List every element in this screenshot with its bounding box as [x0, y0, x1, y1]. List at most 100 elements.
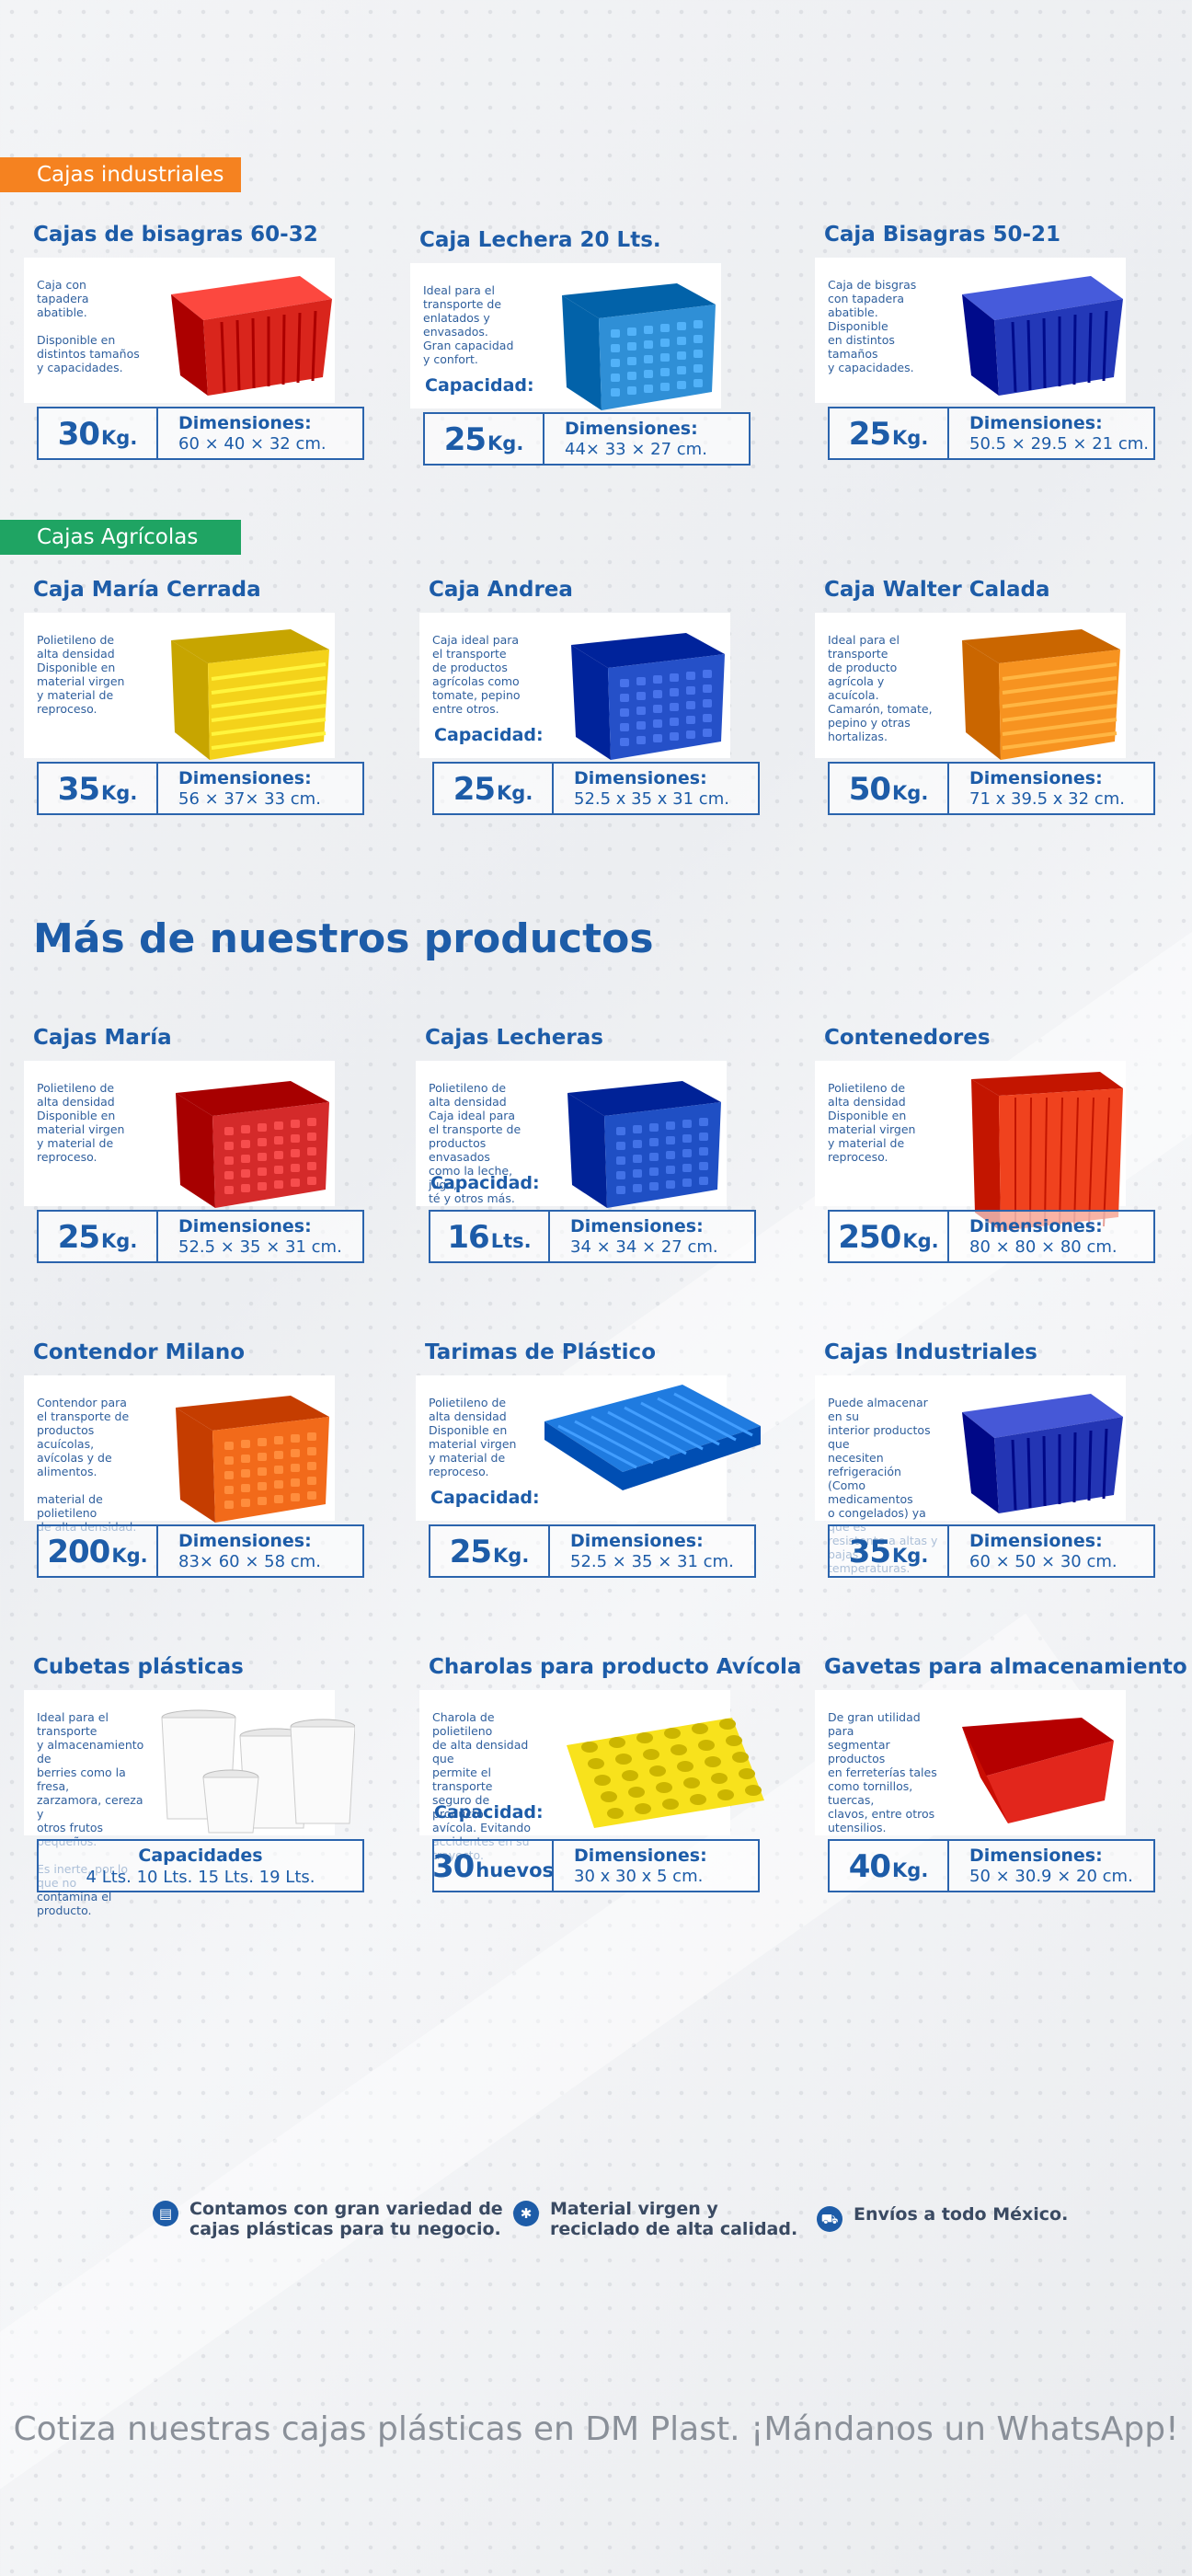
capacity-unit: Kg.: [892, 427, 929, 449]
product-description: Contendor para el transporte de producto…: [37, 1396, 136, 1534]
product-title[interactable]: Contenedores: [824, 1026, 991, 1050]
product-image: [153, 613, 337, 769]
feature-text: Envíos a todo México.: [854, 2204, 1069, 2225]
dimensions-value: 80 × 80 × 80 cm.: [969, 1237, 1118, 1257]
product-image: [153, 1061, 337, 1217]
product-panel: De gran utilidad para segmentar producto…: [815, 1690, 1126, 1835]
product-panel: Puede almacenar en su interior productos…: [815, 1375, 1126, 1575]
product-image: [944, 1061, 1128, 1231]
product-card[interactable]: Cajas Industriales Puede almacenar en su…: [815, 1340, 1183, 1630]
product-card[interactable]: Cubetas plásticas Ideal para el transpor…: [24, 1655, 392, 1945]
product-title[interactable]: Caja María Cerrada: [33, 578, 261, 602]
dimensions-label: Dimensiones:: [565, 419, 698, 439]
feature-material: ✱ Material virgen y reciclado de alta ca…: [513, 2199, 797, 2239]
product-title[interactable]: Cajas Industriales: [824, 1340, 1037, 1364]
product-description: Caja de bisgras con tapadera abatible. D…: [828, 278, 917, 374]
product-title[interactable]: Contendor Milano: [33, 1340, 245, 1364]
product-title[interactable]: Caja Andrea: [429, 578, 573, 602]
product-title[interactable]: Cajas de bisagras 60-32: [33, 223, 318, 247]
dimensions-label: Dimensiones:: [574, 1846, 707, 1866]
product-title[interactable]: Caja Lechera 20 Lts.: [419, 228, 661, 252]
dimensions-value: 50.5 × 29.5 × 21 cm.: [969, 434, 1149, 454]
dimensions-label: Dimensiones:: [178, 1216, 312, 1236]
product-panel: Ideal para el transporte y almacenamient…: [24, 1690, 356, 1917]
product-title[interactable]: Caja Walter Calada: [824, 578, 1050, 602]
product-panel: Polietileno de alta densidad Disponible …: [24, 613, 335, 760]
capacity-label: Capacidad:: [434, 1802, 544, 1823]
spec-box: 35 Kg. Dimensiones: 60 × 50 × 30 cm.: [828, 1524, 1155, 1578]
capacity-unit: Kg.: [892, 1545, 929, 1567]
dimensions: Dimensiones: 71 x 39.5 x 32 cm.: [949, 764, 1125, 813]
dimensions-value: 30 x 30 x 5 cm.: [574, 1867, 704, 1886]
spec-box: 30 huevos Dimensiones: 30 x 30 x 5 cm.: [432, 1839, 760, 1892]
product-card[interactable]: Contenedores Polietileno de alta densida…: [815, 1026, 1183, 1316]
product-description: Ideal para el transporte de producto agr…: [828, 633, 933, 743]
product-card[interactable]: Caja Walter Calada Ideal para el transpo…: [815, 578, 1183, 868]
product-title[interactable]: Gavetas para almacenamiento: [824, 1655, 1187, 1679]
feature-text: Contamos con gran variedad de cajas plás…: [189, 2199, 503, 2239]
product-title[interactable]: Cubetas plásticas: [33, 1655, 244, 1679]
section-tag-agricultural: Cajas Agrícolas: [0, 520, 241, 555]
dimensions-label: Dimensiones:: [969, 413, 1103, 433]
product-description: Polietileno de alta densidad Disponible …: [828, 1081, 916, 1164]
spec-box: 250 Kg. Dimensiones: 80 × 80 × 80 cm.: [828, 1210, 1155, 1263]
product-image: [153, 1375, 337, 1532]
dimensions-label: Dimensiones:: [969, 1531, 1103, 1551]
product-image: [944, 258, 1128, 414]
cta-whatsapp[interactable]: Cotiza nuestras cajas plásticas en DM Pl…: [13, 2410, 1179, 2448]
spec-box: 30 Kg. Dimensiones: 60 × 40 × 32 cm.: [37, 407, 364, 460]
dimensions-label: Dimensiones:: [178, 413, 312, 433]
section-tag-industrial: Cajas industriales: [0, 157, 241, 192]
spec-box: 200 Kg. Dimensiones: 83× 60 × 58 cm.: [37, 1524, 364, 1578]
capacity-number: 25: [453, 771, 496, 808]
product-card[interactable]: Cajas Lecheras Polietileno de alta densi…: [416, 1026, 784, 1316]
product-title[interactable]: Cajas Lecheras: [425, 1026, 603, 1050]
product-title[interactable]: Caja Bisagras 50-21: [824, 223, 1061, 247]
capacity-number: 30: [431, 1848, 475, 1885]
spec-box: 50 Kg. Dimensiones: 71 x 39.5 x 32 cm.: [828, 762, 1155, 815]
product-title[interactable]: Cajas María: [33, 1026, 172, 1050]
product-title[interactable]: Tarimas de Plástico: [425, 1340, 656, 1364]
product-image: [153, 1690, 356, 1846]
product-card[interactable]: Caja María Cerrada Polietileno de alta d…: [24, 578, 392, 868]
dimensions: Dimensiones: 60 × 50 × 30 cm.: [949, 1526, 1118, 1576]
spec-box: 25 Kg. Dimensiones: 52.5 × 35 × 31 cm.: [429, 1524, 756, 1578]
product-card[interactable]: Tarimas de Plástico Polietileno de alta …: [416, 1340, 784, 1630]
capacity-number: 200: [47, 1534, 110, 1570]
product-card[interactable]: Gavetas para almacenamiento De gran util…: [815, 1655, 1187, 1945]
product-title[interactable]: Charolas para producto Avícola: [429, 1655, 802, 1679]
feature-text: Material virgen y reciclado de alta cali…: [550, 2199, 798, 2239]
product-card[interactable]: Caja Bisagras 50-21 Caja de bisgras con …: [815, 223, 1183, 512]
dimensions: Dimensiones: 52.5 × 35 × 31 cm.: [550, 1526, 734, 1576]
product-card[interactable]: Charolas para producto Avícola Charola d…: [419, 1655, 801, 1945]
capacity-unit: Kg.: [892, 782, 929, 804]
product-image: [539, 263, 723, 420]
capacity-number: 30: [57, 416, 100, 453]
product-description: Ideal para el transporte de enlatados y …: [423, 283, 514, 366]
capacity-unit: Kg.: [493, 1545, 530, 1567]
capacity-unit: Kg.: [497, 782, 533, 804]
capacity-number: 35: [848, 1534, 891, 1570]
product-card[interactable]: Caja Lechera 20 Lts. Ideal para el trans…: [410, 228, 778, 518]
capacity-unit: Kg.: [487, 432, 524, 454]
product-card[interactable]: Cajas de bisagras 60-32 Caja con tapader…: [24, 223, 392, 512]
capacity-value: 16 Lts.: [430, 1212, 550, 1261]
product-panel: Caja ideal para el transporte de product…: [419, 613, 730, 760]
product-description: Polietileno de alta densidad Disponible …: [37, 1081, 125, 1164]
capacities-label: Capacidades: [138, 1846, 263, 1866]
capacity-value: 25 Kg.: [425, 414, 544, 464]
recycle-icon: ✱: [513, 2201, 539, 2226]
capacity-value: 30 huevos: [431, 1841, 554, 1891]
spec-box: 16 Lts. Dimensiones: 34 × 34 × 27 cm.: [429, 1210, 756, 1263]
product-image: [548, 613, 732, 769]
product-panel: Ideal para el transporte de producto agr…: [815, 613, 1126, 760]
product-card[interactable]: Caja Andrea Caja ideal para el transport…: [419, 578, 787, 868]
product-card[interactable]: Cajas María Polietileno de alta densidad…: [24, 1026, 392, 1316]
capacity-value: 30 Kg.: [39, 408, 158, 458]
product-image: [544, 1375, 761, 1532]
dimensions: Dimensiones: 44× 33 × 27 cm.: [544, 414, 707, 464]
capacity-number: 50: [848, 771, 891, 808]
capacity-number: 16: [447, 1219, 489, 1256]
product-card[interactable]: Contendor Milano Contendor para el trans…: [24, 1340, 392, 1630]
product-description: Polietileno de alta densidad Disponible …: [37, 633, 125, 716]
